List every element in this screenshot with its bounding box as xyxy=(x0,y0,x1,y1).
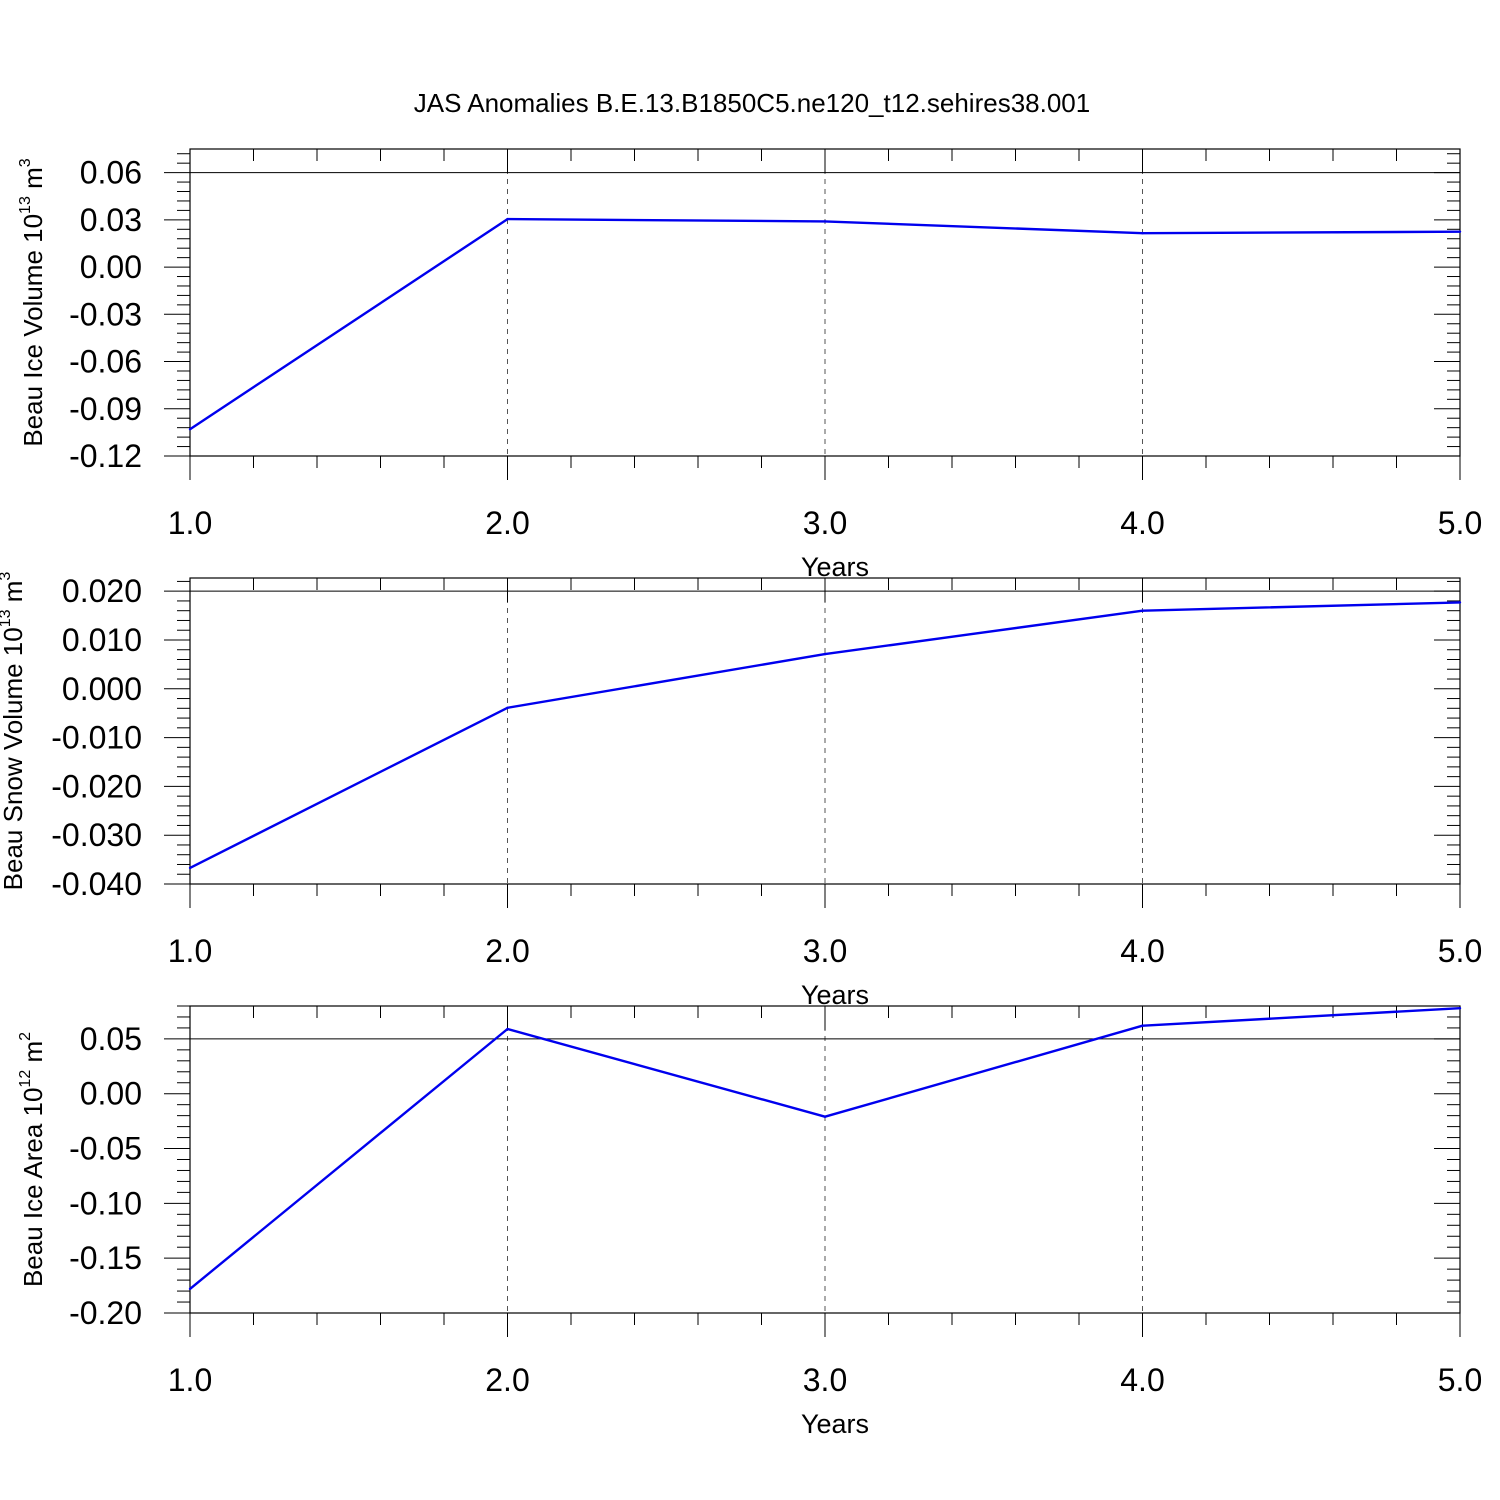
y-tick-label: -0.010 xyxy=(51,720,142,756)
y-axis-label-unit-sup: 3 xyxy=(17,158,34,167)
y-tick-label: -0.040 xyxy=(51,866,142,902)
y-tick-label: 0.03 xyxy=(80,202,142,238)
data-point xyxy=(1141,232,1144,235)
x-tick-label: 3.0 xyxy=(803,1362,847,1398)
x-tick-label: 5.0 xyxy=(1438,1362,1482,1398)
y-axis-label: Beau Snow Volume 1013 m3 xyxy=(0,572,28,891)
x-tick-label: 3.0 xyxy=(803,933,847,969)
y-tick-label: -0.10 xyxy=(69,1185,142,1221)
y-axis-label-unit: m xyxy=(18,167,48,189)
data-point xyxy=(506,217,509,221)
x-tick-label: 2.0 xyxy=(485,505,529,541)
chart-panel-2: 1.0 2.0 3.0 4.0 5.0 -0.040 -0.030 -0.020 -0.010 0… xyxy=(0,572,1482,1010)
y-tick-label: -0.06 xyxy=(69,344,142,380)
y-axis-label-space xyxy=(18,1063,48,1070)
data-point xyxy=(1141,609,1144,612)
y-tick-label: -0.09 xyxy=(69,391,142,427)
y-axis-label-unit: m xyxy=(18,1041,48,1063)
data-point xyxy=(823,1115,827,1118)
chart-title: JAS Anomalies B.E.13.B1850C5.ne120_t12.s… xyxy=(414,88,1090,118)
x-tick-label: 4.0 xyxy=(1120,933,1164,969)
chart-panel-3: 1.0 2.0 3.0 4.0 5.0 -0.20 -0.15 -0.10 -0.05 0.00 0… xyxy=(17,1005,1482,1439)
x-tick-label: 3.0 xyxy=(803,505,847,541)
y-axis-label: Beau Ice Volume 1013 m3 xyxy=(17,158,48,446)
data-point xyxy=(506,706,509,710)
x-tick-label: 1.0 xyxy=(168,505,212,541)
chart-panels: 1.0 2.0 3.0 4.0 5.0-0.12-0.09-0.06-0.030.000… xyxy=(0,148,1482,1439)
y-tick-label: -0.05 xyxy=(69,1131,142,1167)
x-tick-label: 1.0 xyxy=(168,1362,212,1398)
y-axis-label-text: Beau Ice Volume 10 xyxy=(18,214,48,447)
y-tick-label: -0.03 xyxy=(69,296,142,332)
y-axis-label-text: Beau Ice Area 10 xyxy=(18,1088,48,1287)
data-point xyxy=(1458,601,1462,604)
data-point xyxy=(188,866,192,870)
y-tick-label: -0.020 xyxy=(51,768,142,804)
y-tick-label: 0.05 xyxy=(80,1021,142,1057)
y-tick-label: -0.030 xyxy=(51,817,142,853)
y-axis-label-text: Beau Snow Volume 10 xyxy=(0,627,28,890)
y-tick-label: 0.00 xyxy=(80,249,142,285)
y-axis-label-sup: 12 xyxy=(17,1070,34,1088)
y-tick-label: 0.020 xyxy=(62,573,142,609)
data-point xyxy=(1141,1024,1144,1027)
y-tick-label: 0.00 xyxy=(80,1076,142,1112)
y-axis-label-unit-sup: 3 xyxy=(0,572,14,581)
data-point xyxy=(506,1027,509,1031)
x-tick-label: 2.0 xyxy=(485,1362,529,1398)
y-axis-label-space xyxy=(0,602,28,609)
y-tick-label: -0.20 xyxy=(69,1295,142,1331)
y-axis-label-space xyxy=(18,189,48,196)
y-axis-label-unit-sup: 2 xyxy=(17,1032,34,1041)
y-axis-label: Beau Ice Area 1012 m2 xyxy=(17,1032,48,1287)
chart-panel-1: 1.0 2.0 3.0 4.0 5.0 -0.12 -0.09 -0.06 -0.03 0.00 0… xyxy=(17,148,1482,582)
y-axis-label-sup: 13 xyxy=(0,609,14,627)
x-tick-label: 1.0 xyxy=(168,933,212,969)
y-tick-label: 0.06 xyxy=(80,155,142,191)
data-point xyxy=(1458,230,1462,233)
data-point xyxy=(1458,1006,1462,1010)
data-point xyxy=(823,220,827,223)
x-tick-label: 2.0 xyxy=(485,933,529,969)
y-tick-label: 0.010 xyxy=(62,622,142,658)
y-tick-label: 0.000 xyxy=(62,671,142,707)
x-tick-label: 5.0 xyxy=(1438,505,1482,541)
x-axis-label: Years xyxy=(801,552,869,582)
y-axis-label-unit: m xyxy=(0,581,28,603)
x-tick-label: 4.0 xyxy=(1120,505,1164,541)
data-point xyxy=(188,1287,192,1291)
x-tick-label: 5.0 xyxy=(1438,933,1482,969)
x-axis-label: Years xyxy=(801,980,869,1010)
x-axis-label: Years xyxy=(801,1409,869,1439)
y-tick-label: -0.12 xyxy=(69,438,142,474)
y-axis-label-sup: 13 xyxy=(17,196,34,214)
data-point xyxy=(823,652,827,656)
y-tick-label: -0.15 xyxy=(69,1240,142,1276)
x-tick-label: 4.0 xyxy=(1120,1362,1164,1398)
data-point xyxy=(188,428,192,431)
